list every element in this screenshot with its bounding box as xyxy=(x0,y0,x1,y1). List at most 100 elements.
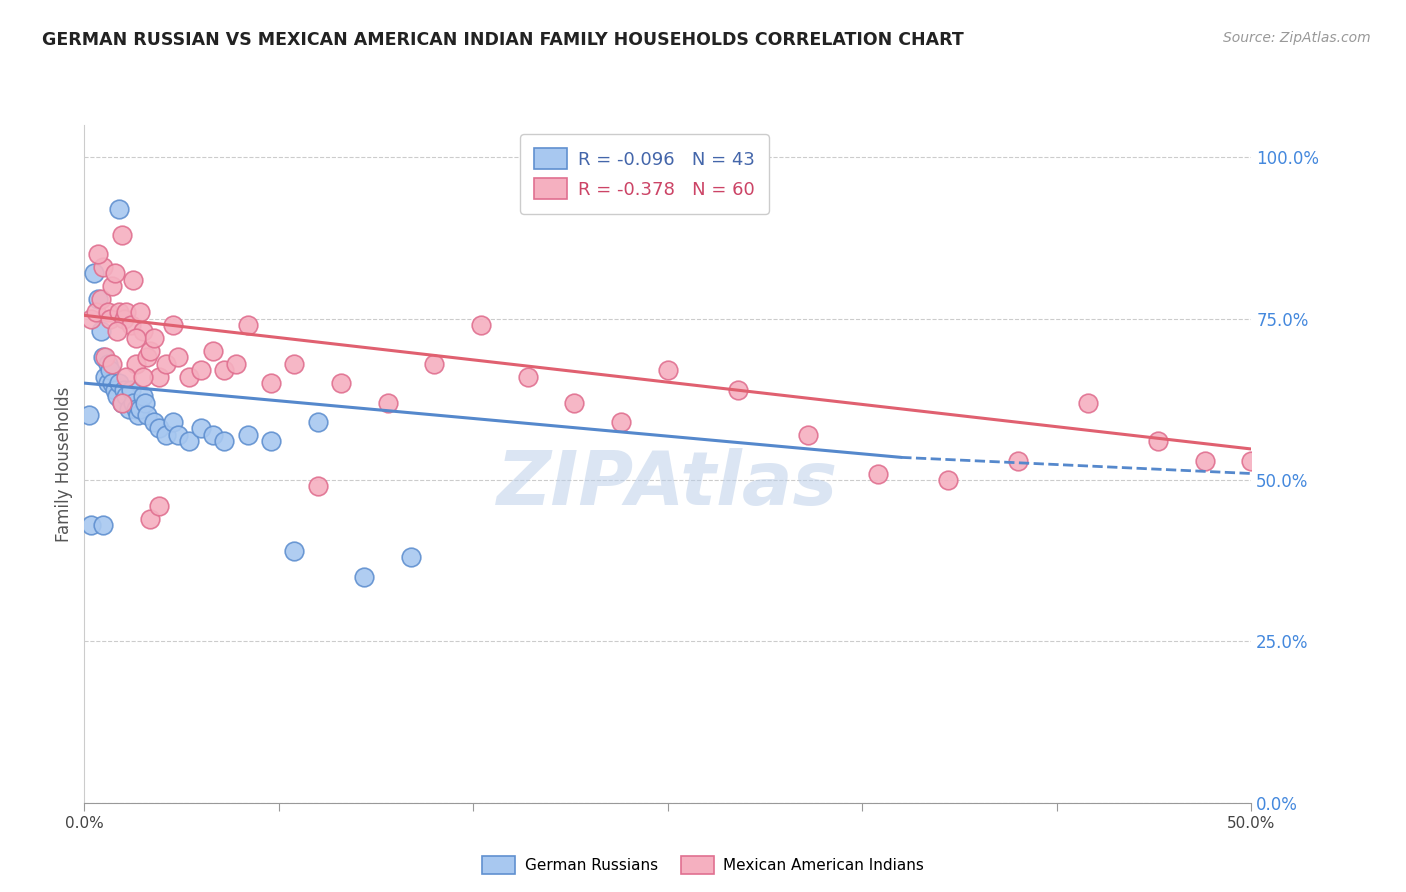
Text: GERMAN RUSSIAN VS MEXICAN AMERICAN INDIAN FAMILY HOUSEHOLDS CORRELATION CHART: GERMAN RUSSIAN VS MEXICAN AMERICAN INDIA… xyxy=(42,31,965,49)
Point xyxy=(115,369,138,384)
Point xyxy=(283,544,305,558)
Point xyxy=(129,401,152,416)
Point xyxy=(125,357,148,371)
Point xyxy=(283,357,305,371)
Point xyxy=(143,331,166,345)
Point xyxy=(138,512,160,526)
Point xyxy=(214,434,236,449)
Point xyxy=(564,395,586,409)
Point xyxy=(108,202,131,216)
Point xyxy=(132,369,155,384)
Point xyxy=(190,421,212,435)
Point xyxy=(111,395,134,409)
Point xyxy=(127,409,149,423)
Point xyxy=(307,415,329,429)
Point xyxy=(936,473,959,487)
Point xyxy=(120,318,142,332)
Point xyxy=(104,266,127,280)
Point xyxy=(148,499,170,513)
Point xyxy=(307,479,329,493)
Point xyxy=(98,363,121,377)
Point xyxy=(90,292,112,306)
Point xyxy=(610,415,633,429)
Point xyxy=(162,415,184,429)
Point xyxy=(138,343,160,358)
Point xyxy=(98,311,121,326)
Point xyxy=(77,409,100,423)
Point xyxy=(470,318,492,332)
Point xyxy=(1194,453,1216,467)
Point xyxy=(80,311,103,326)
Point xyxy=(148,369,170,384)
Point xyxy=(201,343,224,358)
Point xyxy=(101,376,124,391)
Point xyxy=(80,518,103,533)
Point xyxy=(97,357,120,371)
Point xyxy=(166,351,188,365)
Legend: R = -0.096   N = 43, R = -0.378   N = 60: R = -0.096 N = 43, R = -0.378 N = 60 xyxy=(520,134,769,213)
Point xyxy=(866,467,889,481)
Point xyxy=(122,395,145,409)
Point xyxy=(1077,395,1099,409)
Point xyxy=(179,434,201,449)
Point xyxy=(83,266,105,280)
Point xyxy=(236,318,259,332)
Point xyxy=(84,305,107,319)
Point xyxy=(91,518,114,533)
Point xyxy=(91,260,114,274)
Point xyxy=(214,363,236,377)
Point xyxy=(122,273,145,287)
Point xyxy=(353,570,375,584)
Point xyxy=(136,409,159,423)
Point xyxy=(101,279,124,293)
Point xyxy=(97,376,120,391)
Point xyxy=(797,427,820,442)
Point xyxy=(111,395,134,409)
Point xyxy=(225,357,247,371)
Point xyxy=(108,376,131,391)
Text: Source: ZipAtlas.com: Source: ZipAtlas.com xyxy=(1223,31,1371,45)
Point xyxy=(125,401,148,416)
Point xyxy=(115,389,138,403)
Text: ZIPAtlas: ZIPAtlas xyxy=(498,448,838,521)
Point xyxy=(657,363,679,377)
Point xyxy=(132,325,155,339)
Point xyxy=(94,351,117,365)
Point xyxy=(155,427,177,442)
Point xyxy=(125,331,148,345)
Point xyxy=(115,305,138,319)
Point xyxy=(377,395,399,409)
Point xyxy=(236,427,259,442)
Point xyxy=(94,369,117,384)
Point xyxy=(423,357,446,371)
Point xyxy=(112,311,135,326)
Y-axis label: Family Households: Family Households xyxy=(55,386,73,541)
Point xyxy=(201,427,224,442)
Point xyxy=(516,369,538,384)
Point xyxy=(97,305,120,319)
Point xyxy=(132,389,155,403)
Point xyxy=(727,383,749,397)
Point xyxy=(143,415,166,429)
Point xyxy=(260,434,283,449)
Point xyxy=(260,376,283,391)
Point xyxy=(101,357,124,371)
Point xyxy=(190,363,212,377)
Point xyxy=(162,318,184,332)
Point xyxy=(148,421,170,435)
Point xyxy=(87,247,110,261)
Point xyxy=(104,383,127,397)
Point xyxy=(1007,453,1029,467)
Point xyxy=(105,325,128,339)
Point xyxy=(166,427,188,442)
Point xyxy=(111,227,134,242)
Point xyxy=(1147,434,1170,449)
Point xyxy=(134,395,156,409)
Point xyxy=(155,357,177,371)
Point xyxy=(1240,453,1263,467)
Legend: German Russians, Mexican American Indians: German Russians, Mexican American Indian… xyxy=(475,850,931,880)
Point xyxy=(118,401,141,416)
Point xyxy=(399,550,422,565)
Point xyxy=(136,351,159,365)
Point xyxy=(112,383,135,397)
